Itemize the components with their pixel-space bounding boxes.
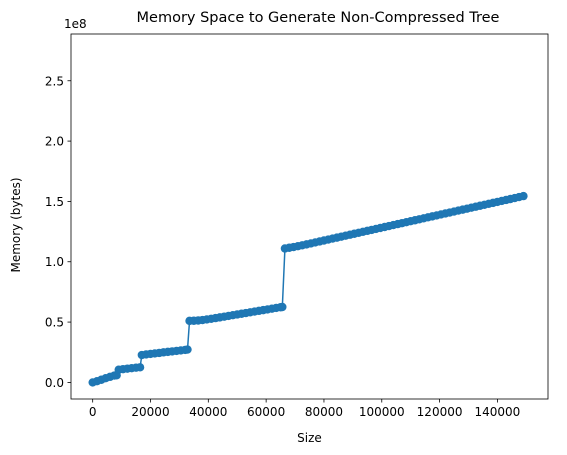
chart-title: Memory Space to Generate Non-Compressed …	[137, 10, 500, 26]
data-point	[183, 345, 192, 354]
x-tick-label: 80000	[305, 405, 343, 419]
x-tick-label: 0	[89, 405, 97, 419]
y-axis-label: Memory (bytes)	[9, 177, 23, 272]
x-axis-label: Size	[297, 431, 322, 445]
plot-area: 0 20000 40000 60000 80000 100000 120000 140000 0…	[45, 33, 549, 419]
y-tick-label: 2.0	[45, 135, 64, 149]
y-tick-label: 2.5	[45, 74, 64, 88]
y-tick-label: 1.5	[45, 195, 64, 209]
data-point	[278, 302, 287, 312]
x-tick-label: 140000	[475, 405, 521, 419]
axes-frame	[70, 33, 549, 400]
x-tick-label: 40000	[189, 405, 227, 419]
x-tick-label: 60000	[247, 405, 285, 419]
x-tick-label: 100000	[359, 405, 405, 419]
y-tick-label: 0.0	[45, 376, 64, 390]
data-point	[519, 191, 528, 201]
x-tick-label: 120000	[417, 405, 463, 419]
x-tick-label: 20000	[131, 405, 169, 419]
y-tick-label: 1.0	[45, 255, 64, 269]
y-axis-offset-label: 1e8	[64, 17, 87, 31]
y-tick-label: 0.5	[45, 316, 64, 330]
data-point	[135, 363, 145, 372]
